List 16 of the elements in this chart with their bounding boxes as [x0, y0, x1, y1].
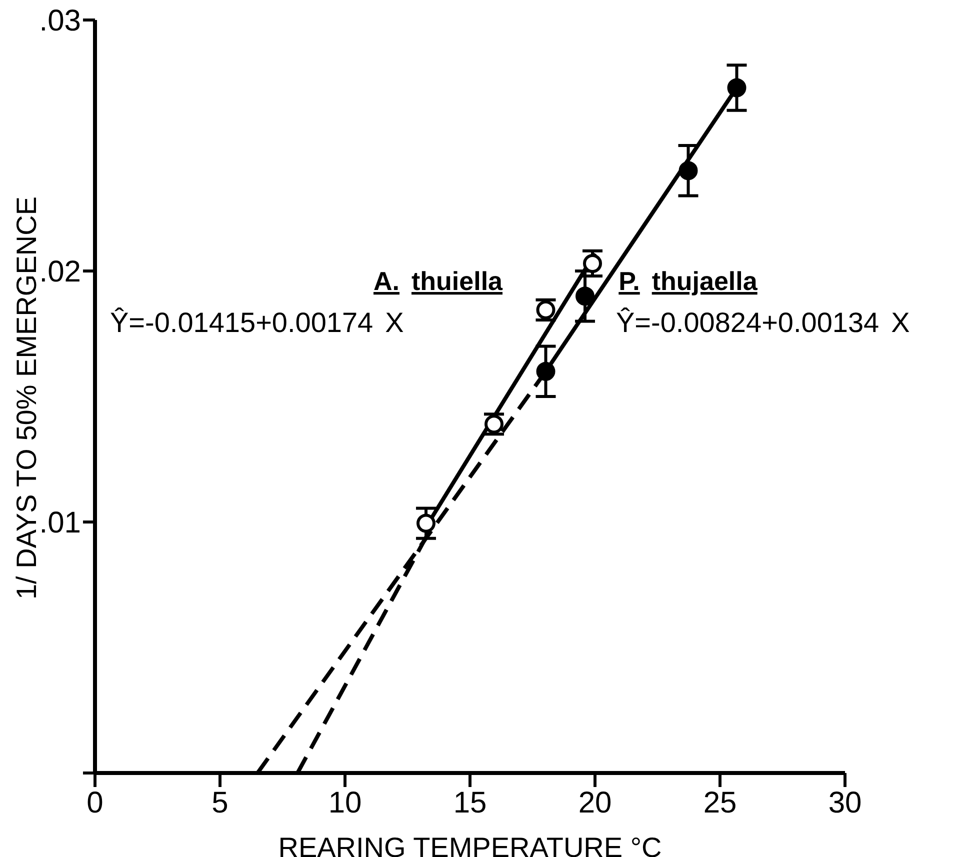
x-tick-label: 30 [828, 786, 862, 820]
x-axis-title: REARING TEMPERATURE °C [278, 832, 662, 857]
annotation: A. thuiella [373, 266, 504, 296]
x-tick-label: 20 [578, 786, 612, 820]
y-tick-label: .01 [39, 506, 81, 540]
x-tick-label: 0 [86, 786, 104, 820]
y-axis-title: 1/ DAYS TO 50% EMERGENCE [11, 196, 42, 600]
annotation: P. thujaella [618, 266, 758, 296]
x-tick-label: 25 [703, 786, 737, 820]
annotation: Ŷ=-0.01415+0.00174 X [110, 307, 404, 338]
y-tick-label: .02 [39, 256, 81, 289]
x-tick-label: 5 [212, 786, 228, 820]
x-tick-label: 15 [453, 786, 487, 820]
x-tick-label: 10 [328, 786, 362, 820]
annotation: Ŷ=-0.00824+0.00134 X [616, 307, 910, 338]
y-tick-label: .03 [39, 4, 81, 38]
